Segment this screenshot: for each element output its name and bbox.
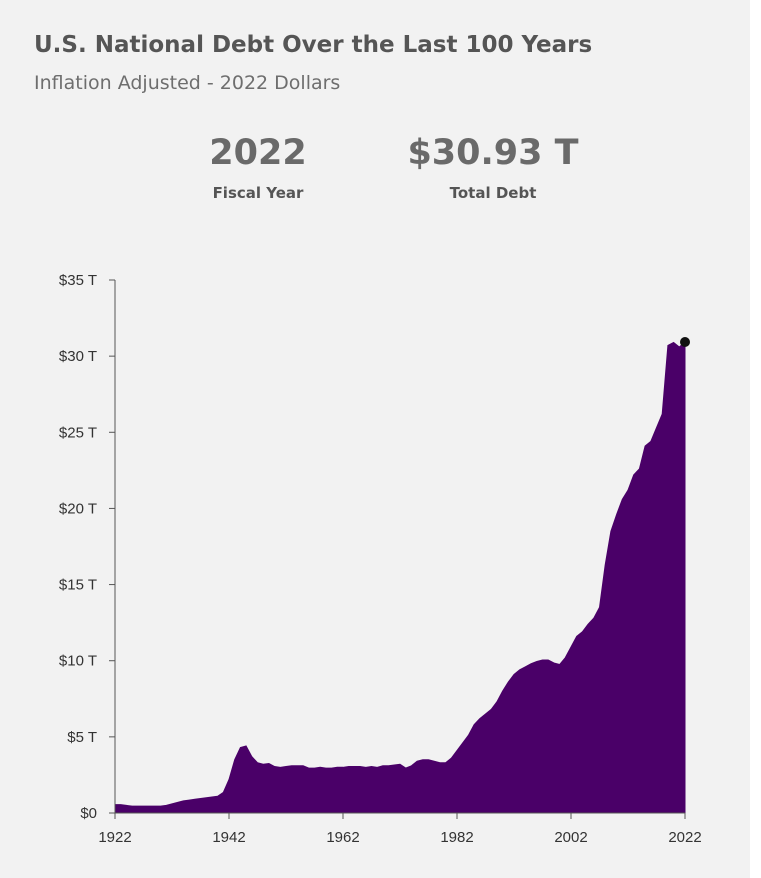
x-tick-label: 2022 [668,829,701,846]
total-debt-label: Total Debt [449,184,537,202]
y-tick-label: $35 T [59,272,97,289]
total-debt-stat: $30.93 T Total Debt [383,132,603,202]
chart-subtitle: Inflation Adjusted - 2022 Dollars [34,72,341,94]
x-tick-label: 1942 [212,829,245,846]
highlight-point [680,336,690,347]
x-tick-label: 1982 [440,829,473,846]
y-tick-label: $30 T [59,348,97,365]
x-tick-label: 2002 [554,829,587,846]
debt-area [114,340,686,814]
y-tick-label: $0 [80,805,97,822]
fiscal-year-value: 2022 [209,133,307,173]
x-tick-label: 1962 [326,829,359,846]
y-tick-label: $5 T [67,729,97,746]
x-tick-label: 1922 [98,829,131,846]
y-tick-label: $15 T [59,577,97,594]
total-debt-value: $30.93 T [407,133,579,173]
y-tick-label: $20 T [59,500,97,517]
y-tick-label: $25 T [59,424,97,441]
y-tick-label: $10 T [59,653,97,670]
fiscal-year-label: Fiscal Year [212,184,304,202]
chart-title: U.S. National Debt Over the Last 100 Yea… [34,32,593,58]
debt-area-chart: $0 $5 T $10 T $15 T $20 T $25 T $30 T $35 T 1922… [59,272,702,846]
fiscal-year-stat: 2022 Fiscal Year [148,132,368,202]
